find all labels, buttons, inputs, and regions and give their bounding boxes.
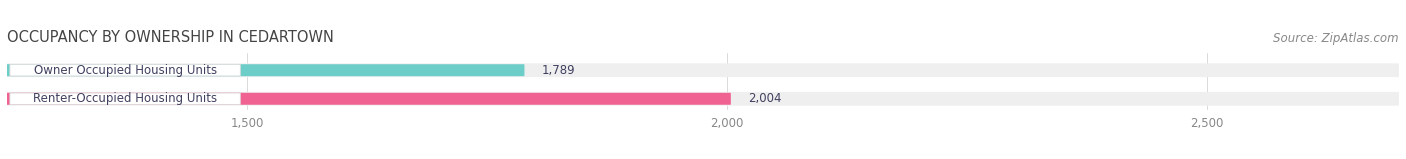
FancyBboxPatch shape (7, 63, 1399, 77)
FancyBboxPatch shape (0, 93, 731, 105)
Text: 1,789: 1,789 (541, 64, 575, 77)
Text: 2,004: 2,004 (748, 92, 782, 105)
Text: Renter-Occupied Housing Units: Renter-Occupied Housing Units (34, 92, 217, 105)
FancyBboxPatch shape (10, 93, 240, 104)
Text: Owner Occupied Housing Units: Owner Occupied Housing Units (34, 64, 217, 77)
Text: OCCUPANCY BY OWNERSHIP IN CEDARTOWN: OCCUPANCY BY OWNERSHIP IN CEDARTOWN (7, 30, 333, 45)
FancyBboxPatch shape (0, 64, 524, 76)
Text: Source: ZipAtlas.com: Source: ZipAtlas.com (1274, 31, 1399, 45)
FancyBboxPatch shape (10, 65, 240, 76)
FancyBboxPatch shape (7, 92, 1399, 106)
